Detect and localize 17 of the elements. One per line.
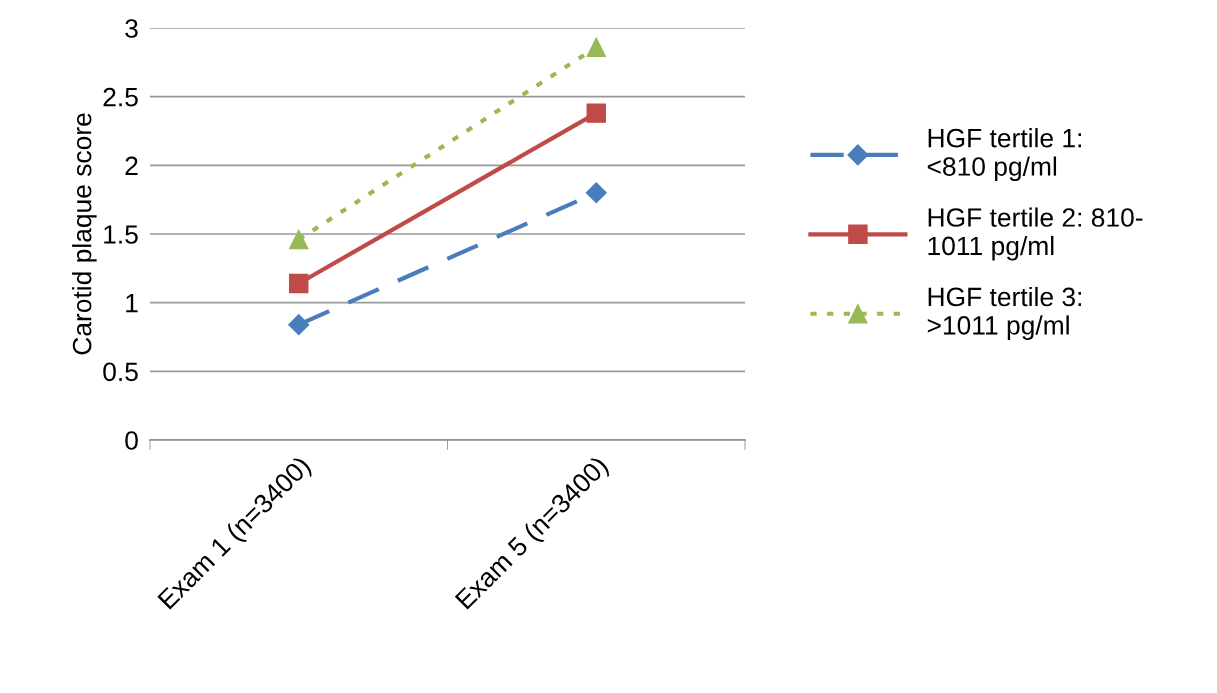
y-tick-label: 0 bbox=[125, 431, 138, 450]
point bbox=[586, 37, 606, 57]
y-axis-title: Carotid plaque score bbox=[72, 113, 97, 355]
legend-label: HGF tertile 1: <810 pg/ml bbox=[927, 128, 1082, 182]
point bbox=[585, 182, 607, 204]
y-tick-label: 2 bbox=[125, 156, 138, 175]
y-tick-label: 1.5 bbox=[104, 225, 138, 244]
legend-label: HGF tertile 2: 810- 1011 pg/ml bbox=[928, 207, 1143, 261]
point bbox=[289, 229, 309, 250]
y-tick-label: 2.5 bbox=[103, 87, 138, 107]
y-tick-label: 1 bbox=[126, 294, 138, 313]
point bbox=[288, 314, 310, 336]
legend-label: HGF tertile 3: >1011 pg/ml bbox=[927, 286, 1082, 340]
point bbox=[586, 103, 606, 123]
y-tick-label: 0.5 bbox=[103, 362, 138, 382]
y-tick-label: 3 bbox=[125, 19, 138, 38]
point bbox=[289, 273, 309, 294]
